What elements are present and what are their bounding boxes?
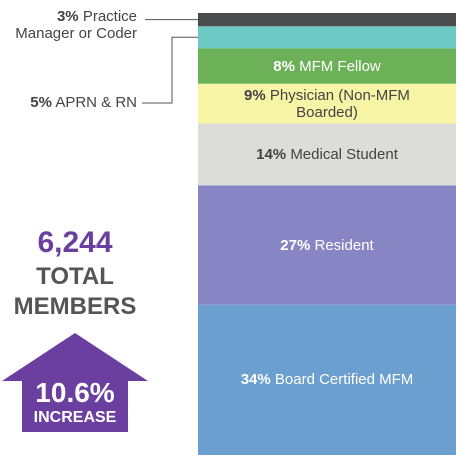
value-label: 3%: [56, 8, 79, 25]
bar-segment: [198, 26, 456, 49]
growth-label: INCREASE: [33, 409, 117, 426]
category-label: Medical Student: [290, 145, 398, 163]
category-label: Physician (Non-MFM Boarded): [269, 86, 410, 121]
label-text: 9% Physician (Non-MFM Boarded): [218, 87, 436, 121]
value-label: 9%: [244, 86, 266, 104]
bar-segment: [198, 83, 456, 124]
bar-segment: [198, 13, 456, 27]
label-text: 27% Resident: [280, 237, 373, 254]
value-label: 34%: [240, 371, 271, 389]
outside-label: 5% APRN & RN: [2, 94, 137, 111]
bar-segment: [198, 304, 456, 455]
segment-label: 34% Board Certified MFM: [218, 305, 436, 455]
category-label: Board Certified MFM: [274, 371, 414, 389]
total-value: 6,244: [37, 226, 113, 259]
segment-label: 8% MFM Fellow: [218, 48, 436, 83]
category-label: Resident: [314, 236, 374, 254]
increase-arrow: [2, 333, 148, 432]
category-label: MFM Fellow: [299, 57, 381, 75]
segment-label: 9% Physician (Non-MFM Boarded): [218, 84, 436, 124]
outside-label: 3% Practice Manager or Coder: [2, 8, 137, 42]
value-label: 5%: [30, 94, 52, 111]
segment-label: 14% Medical Student: [218, 124, 436, 186]
category-label: APRN & RN: [55, 94, 137, 111]
total-label: TOTAL MEMBERS: [13, 263, 137, 320]
value-label: 27%: [280, 236, 311, 254]
connector: [142, 36, 198, 104]
bar-segment: [198, 185, 456, 305]
growth-value: 10.6%: [35, 377, 115, 408]
segment-label: 27% Resident: [218, 185, 436, 304]
category-label: Practice Manager or Coder: [15, 8, 137, 42]
value-label: 14%: [256, 145, 287, 163]
value-label: 8%: [273, 57, 295, 75]
label-text: 14% Medical Student: [256, 146, 398, 163]
bar-segment: [198, 123, 456, 186]
label-text: 8% MFM Fellow: [273, 58, 381, 75]
bar-segment: [198, 48, 456, 84]
label-text: 34% Board Certified MFM: [241, 371, 414, 388]
